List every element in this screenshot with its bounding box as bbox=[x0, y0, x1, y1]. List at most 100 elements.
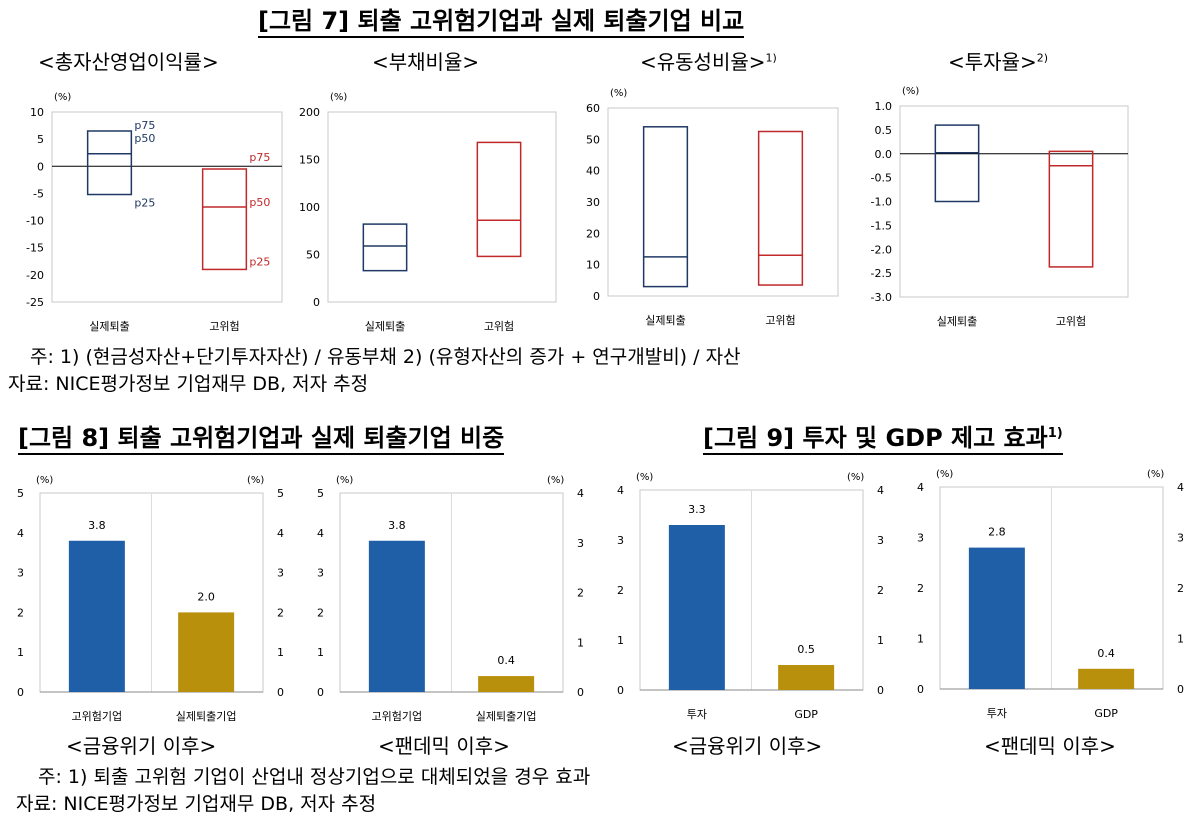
x-category-label: 고위험기업 bbox=[372, 710, 423, 723]
chart-liquidity: (%) 60 50 40 30 20 10 0 실제퇴출 고위험 bbox=[586, 88, 839, 327]
y2-tick-label: 0 bbox=[1177, 683, 1184, 696]
y2-tick-label: 3 bbox=[1177, 532, 1184, 545]
chart-roa: (%)1050-5-10-15-20-25실제퇴출p75p50p25고위험p75… bbox=[26, 92, 283, 333]
chart-effect-financial-crisis-marks: (%) (%) 4 3 2 1 0 4 3 2 1 0 3.3 투자 0.5 GDP bbox=[617, 472, 884, 721]
y-tick-label: 1 bbox=[317, 646, 324, 659]
y2-tick-label: 2 bbox=[877, 584, 884, 597]
y2-tick-label: 1 bbox=[877, 634, 884, 647]
chart-share-pandemic: (%) (%) 5 4 3 2 1 0 4 3 2 1 0 3.8 고위험기업 0.4 실제퇴출기업 bbox=[317, 475, 584, 723]
chart-debt-marks: (%) 200 150 100 50 0 실제퇴출 고위험 bbox=[299, 92, 557, 333]
y-tick-label: 5 bbox=[37, 133, 44, 146]
fig9-title-text: [그림 9] 투자 및 GDP 제고 효과 bbox=[703, 424, 1048, 452]
bar-second bbox=[1078, 668, 1135, 689]
value-label: 0.5 bbox=[797, 643, 815, 656]
y-tick-label: 0 bbox=[37, 160, 44, 173]
y-tick-label: 150 bbox=[299, 154, 320, 167]
bar-second bbox=[478, 676, 535, 692]
unit-label-left: (%) bbox=[636, 472, 653, 483]
y2-tick-label: 1 bbox=[277, 646, 284, 659]
chart-title-investment-sup: 2) bbox=[1036, 51, 1049, 65]
box-actual-exit bbox=[86, 130, 133, 196]
chart-effect-pandemic: (%) (%) 4 3 2 1 0 4 3 2 1 0 2.8 투자 0.4 GDP bbox=[917, 469, 1184, 720]
y-tick-label: 3 bbox=[317, 567, 324, 580]
box-actual-exit bbox=[362, 223, 408, 272]
chart-effect-pandemic-marks: (%) (%) 4 3 2 1 0 4 3 2 1 0 2.8 투자 0.4 GDP bbox=[917, 469, 1184, 720]
y2-tick-label: 5 bbox=[277, 487, 284, 500]
percentile-label-p25: p25 bbox=[134, 197, 155, 210]
y-tick-label: -2.0 bbox=[871, 243, 892, 256]
y-tick-label: 0 bbox=[313, 296, 320, 309]
y-tick-label: 4 bbox=[917, 481, 924, 494]
value-label: 0.4 bbox=[497, 654, 515, 667]
bar-second bbox=[778, 665, 835, 690]
unit-label-right: (%) bbox=[1147, 469, 1164, 480]
y2-tick-label: 3 bbox=[877, 534, 884, 547]
chart-title-debt: <부채비율> bbox=[372, 50, 480, 74]
unit-label: (%) bbox=[902, 86, 919, 97]
value-label: 2.0 bbox=[197, 590, 215, 603]
percentile-label-p75: p75 bbox=[249, 151, 270, 164]
percentile-label-p50: p50 bbox=[249, 196, 270, 209]
y-tick-label: -2.5 bbox=[871, 267, 892, 280]
unit-label-left: (%) bbox=[36, 475, 53, 486]
y2-tick-label: 0 bbox=[277, 686, 284, 699]
subtitle-share-financial-crisis: <금융위기 이후> bbox=[66, 734, 217, 758]
y2-tick-label: 3 bbox=[577, 537, 584, 550]
unit-label: (%) bbox=[610, 88, 627, 99]
chart-effect-financial-crisis: (%) (%) 4 3 2 1 0 4 3 2 1 0 3.3 투자 0.5 GDP bbox=[617, 472, 884, 721]
x-category-label: 실제퇴출기업 bbox=[176, 710, 237, 723]
subtitle-effect-financial-crisis: <금융위기 이후> bbox=[672, 734, 823, 758]
y-tick-label: 3 bbox=[17, 567, 24, 580]
y-tick-label: 0 bbox=[317, 686, 324, 699]
x-category-label: 고위험 bbox=[209, 320, 239, 333]
x-category-label: 고위험 bbox=[484, 320, 514, 333]
fig7-source: 자료: NICE평가정보 기업재무 DB, 저자 추정 bbox=[8, 373, 369, 395]
fig9-title: [그림 9] 투자 및 GDP 제고 효과1) bbox=[703, 419, 1063, 455]
y-tick-label: 200 bbox=[299, 106, 320, 119]
y2-tick-label: 0 bbox=[577, 686, 584, 699]
fig8-title: [그림 8] 퇴출 고위험기업과 실제 퇴출기업 비중 bbox=[18, 423, 505, 455]
y-tick-label: -1.0 bbox=[871, 196, 892, 209]
y-tick-label: -15 bbox=[26, 242, 44, 255]
unit-label-left: (%) bbox=[936, 469, 953, 480]
y-tick-label: 3 bbox=[617, 534, 624, 547]
chart-liquidity-marks: (%) 60 50 40 30 20 10 0 실제퇴출 고위험 bbox=[586, 88, 839, 327]
x-category-label: 실제퇴출 bbox=[645, 314, 685, 327]
unit-label-right: (%) bbox=[847, 472, 864, 483]
y-tick-label: 0 bbox=[17, 686, 24, 699]
y-tick-label: 1 bbox=[617, 634, 624, 647]
x-category-label: 고위험 bbox=[765, 314, 795, 327]
plot-area bbox=[327, 111, 557, 303]
y-tick-label: 60 bbox=[586, 102, 600, 115]
box-actual-exit bbox=[934, 124, 980, 203]
chart-share-pandemic-marks: (%) (%) 5 4 3 2 1 0 4 3 2 1 0 3.8 고위험기업 0.4 실제퇴출기업 bbox=[317, 475, 584, 723]
chart-title-liquidity-text: <유동성비율> bbox=[640, 50, 766, 74]
box-high-risk bbox=[757, 130, 804, 286]
y-tick-label: 10 bbox=[586, 259, 600, 272]
y-tick-label: 0 bbox=[593, 290, 600, 303]
y-tick-label: 50 bbox=[586, 133, 600, 146]
unit-label: (%) bbox=[330, 92, 347, 103]
y2-tick-label: 4 bbox=[1177, 481, 1184, 494]
x-category-label: 실제퇴출 bbox=[365, 320, 405, 333]
y-tick-label: 40 bbox=[586, 165, 600, 178]
y2-tick-label: 3 bbox=[277, 567, 284, 580]
y-tick-label: 0.0 bbox=[875, 148, 893, 161]
bar-first bbox=[668, 525, 725, 690]
y2-tick-label: 2 bbox=[577, 587, 584, 600]
bottom-source: 자료: NICE평가정보 기업재무 DB, 저자 추정 bbox=[16, 793, 377, 815]
y2-tick-label: 2 bbox=[1177, 582, 1184, 595]
chart-title-liquidity: <유동성비율>1) bbox=[640, 46, 777, 75]
x-category-label: 실제퇴출기업 bbox=[476, 710, 537, 723]
plot-area bbox=[607, 107, 839, 297]
value-label: 3.3 bbox=[688, 503, 706, 516]
chart-title-investment: <투자율>2) bbox=[948, 46, 1048, 75]
unit-label-right: (%) bbox=[247, 475, 264, 486]
unit-label-left: (%) bbox=[336, 475, 353, 486]
box-actual-exit bbox=[642, 126, 689, 288]
y2-tick-label: 1 bbox=[577, 636, 584, 649]
y-tick-label: 2 bbox=[917, 582, 924, 595]
x-category-label: 고위험 bbox=[1056, 315, 1086, 328]
y-tick-label: 0 bbox=[917, 683, 924, 696]
y2-tick-label: 4 bbox=[577, 487, 584, 500]
